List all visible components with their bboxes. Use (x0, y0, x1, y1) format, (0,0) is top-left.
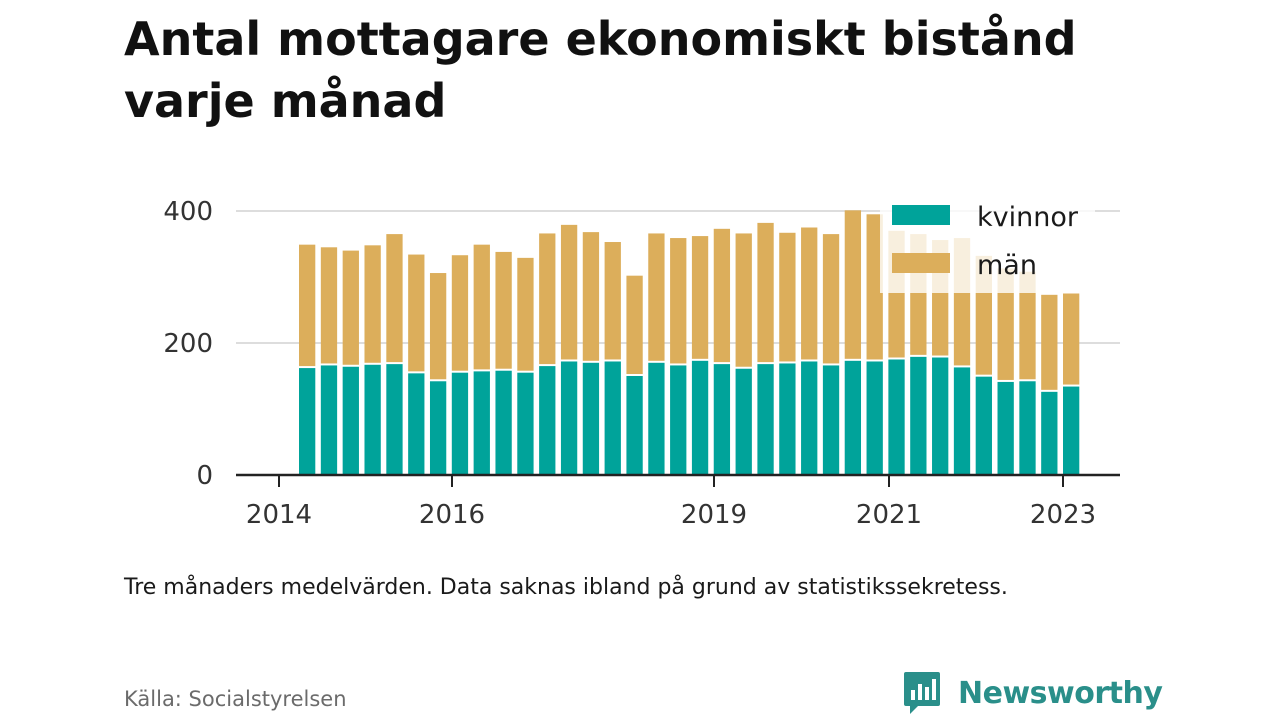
x-tick-label: 2016 (419, 500, 485, 530)
bar-kvinnor (670, 365, 687, 475)
bar-man (299, 244, 316, 367)
legend-swatch (892, 205, 950, 225)
bar-man (604, 242, 621, 360)
bar-kvinnor (648, 362, 665, 475)
bar-man (473, 244, 490, 370)
bar-kvinnor (473, 371, 490, 475)
bar-man (451, 255, 469, 371)
x-axis-ticks: 2014 2016 2019 2021 2023 (236, 473, 1120, 530)
legend-swatch (892, 253, 950, 273)
bar-man (997, 268, 1014, 380)
bar-man (757, 222, 774, 363)
bar-kvinnor (299, 368, 316, 475)
y-tick-label: 200 (163, 329, 213, 359)
bars (299, 210, 1080, 475)
bar-man (626, 275, 643, 374)
bar-kvinnor (975, 376, 992, 475)
bar-man (539, 233, 556, 365)
bar-man (364, 245, 381, 363)
bar-man (429, 273, 447, 380)
bar-man (713, 228, 731, 363)
bar-man (844, 210, 862, 359)
bar-man (1019, 271, 1036, 380)
bar-kvinnor (932, 357, 949, 475)
bar-kvinnor (757, 364, 774, 475)
bar-man (648, 233, 665, 361)
bar-man (342, 250, 359, 365)
y-axis-ticks: 0 200 400 (163, 197, 213, 491)
chart-note: Tre månaders medelvärden. Data saknas ib… (124, 575, 1008, 600)
bar-man (735, 233, 752, 367)
bar-kvinnor (604, 361, 621, 475)
bar-kvinnor (320, 365, 338, 475)
bar-kvinnor (801, 361, 818, 475)
bar-kvinnor (1041, 391, 1058, 475)
bar-man (1063, 293, 1080, 385)
bar-kvinnor (953, 367, 971, 475)
bar-man (1041, 294, 1058, 390)
x-tick-label: 2014 (246, 500, 312, 530)
bar-kvinnor (626, 376, 643, 475)
bar-man (670, 238, 687, 364)
bar-man (408, 254, 425, 372)
legend: kvinnor män (880, 190, 1095, 293)
bar-kvinnor (844, 360, 862, 475)
bar-man (495, 251, 512, 369)
bar-kvinnor (495, 370, 512, 475)
bar-man (779, 232, 796, 362)
chart-title: Antal mottagare ekonomiskt bistånd varje… (124, 12, 1077, 128)
bar-kvinnor (779, 363, 796, 475)
legend-label: kvinnor (977, 202, 1079, 233)
bar-kvinnor (560, 361, 578, 475)
bar-kvinnor (1019, 381, 1036, 475)
bar-man (801, 227, 818, 360)
source-credit: Källa: Socialstyrelsen (124, 687, 347, 711)
bar-man (691, 236, 709, 359)
bar-man (582, 232, 600, 361)
bar-kvinnor (888, 359, 905, 475)
bar-man (822, 234, 840, 364)
brand-name: Newsworthy (958, 675, 1163, 711)
x-tick-label: 2021 (856, 500, 922, 530)
x-tick-label: 2019 (681, 500, 747, 530)
bar-man (560, 224, 578, 360)
bar-kvinnor (1063, 386, 1080, 475)
newsworthy-logo-icon (904, 672, 940, 714)
bar-man (320, 247, 338, 364)
bar-man (517, 257, 534, 371)
bar-kvinnor (517, 372, 534, 475)
bar-kvinnor (429, 381, 447, 475)
bar-man (386, 234, 403, 363)
bar-kvinnor (342, 366, 359, 475)
newsworthy-logo: Newsworthy (902, 670, 1163, 716)
y-tick-label: 0 (196, 461, 213, 491)
bar-kvinnor (451, 372, 469, 475)
bar-kvinnor (386, 364, 403, 475)
bar-man (866, 214, 883, 360)
x-tick-label: 2023 (1030, 500, 1096, 530)
legend-label: män (977, 250, 1037, 281)
bar-kvinnor (822, 365, 840, 475)
bar-kvinnor (910, 356, 927, 475)
bar-kvinnor (691, 360, 709, 475)
bar-kvinnor (735, 368, 752, 475)
bar-kvinnor (866, 361, 883, 475)
bar-kvinnor (713, 364, 731, 475)
bar-kvinnor (582, 362, 600, 475)
bar-kvinnor (408, 373, 425, 475)
bar-kvinnor (539, 366, 556, 475)
bar-kvinnor (997, 381, 1014, 475)
y-tick-label: 400 (163, 197, 213, 227)
bar-kvinnor (364, 364, 381, 475)
